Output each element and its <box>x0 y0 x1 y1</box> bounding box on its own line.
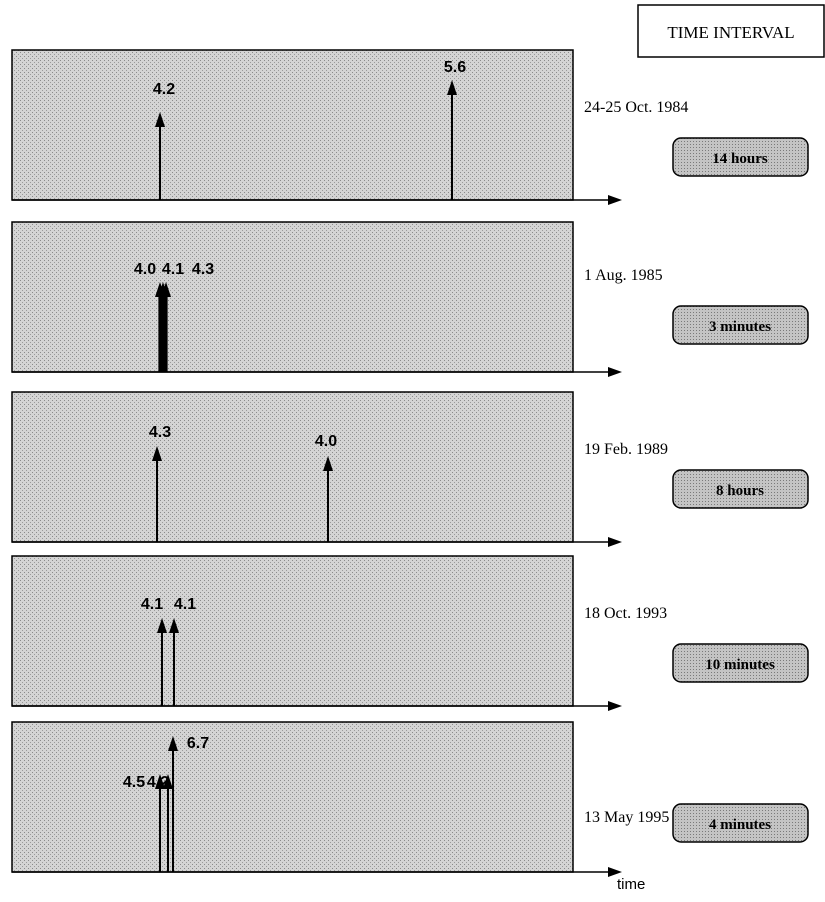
event-date: 19 Feb. 1989 <box>584 441 668 458</box>
magnitude-label: 4.0 <box>315 433 337 450</box>
axis-arrowhead-icon <box>608 701 622 711</box>
panel-background <box>11 555 574 707</box>
event-arrow <box>152 446 162 542</box>
magnitude-label: 4.5 <box>123 774 145 791</box>
event-arrow <box>323 456 333 542</box>
panels: 4.2 5.6 24-25 Oct. 1984 14 hours 4.0 4.1 4.3 1 … <box>11 49 809 877</box>
interval-box <box>672 305 809 345</box>
magnitude-label: 5.6 <box>444 59 466 76</box>
event-panel: 4.1 4.1 18 Oct. 1993 10 minutes <box>11 555 809 711</box>
event-date: 1 Aug. 1985 <box>584 267 663 284</box>
legend-title: TIME INTERVAL <box>667 23 794 42</box>
interval-box <box>672 469 809 509</box>
interval-box <box>672 803 809 843</box>
axis-arrowhead-icon <box>608 367 622 377</box>
magnitude-label: 4.3 <box>192 261 214 278</box>
magnitude-label: 6.7 <box>187 735 209 752</box>
interval-box <box>672 643 809 683</box>
panel-background <box>11 721 574 873</box>
interval-label: 10 minutes <box>705 657 775 673</box>
event-arrow <box>168 736 178 872</box>
magnitude-label: 4.1 <box>141 596 163 613</box>
magnitude-label: 4.1 <box>162 261 184 278</box>
event-panel: 4.3 4.0 19 Feb. 1989 8 hours <box>11 391 809 547</box>
interval-label: 3 minutes <box>709 319 771 335</box>
panel-background <box>11 391 574 543</box>
event-arrow <box>447 80 457 200</box>
event-arrow <box>155 112 165 200</box>
interval-label: 14 hours <box>712 151 768 167</box>
magnitude-label: 4.2 <box>153 81 175 98</box>
interval-label: 8 hours <box>716 483 764 499</box>
time-interval-legend: TIME INTERVAL <box>637 4 825 58</box>
event-date: 13 May 1995 <box>584 809 669 826</box>
axis-arrowhead-icon <box>608 537 622 547</box>
event-panel: 4.2 5.6 24-25 Oct. 1984 14 hours <box>11 49 809 205</box>
time-axis-label: time <box>617 876 645 893</box>
event-arrow <box>155 774 165 872</box>
magnitude-label: 4.2 <box>147 774 169 791</box>
event-arrow <box>161 282 171 372</box>
magnitude-label: 4.0 <box>134 261 156 278</box>
magnitude-label: 4.3 <box>149 424 171 441</box>
panel-background <box>11 49 574 201</box>
interval-label: 4 minutes <box>709 817 771 833</box>
event-date: 24-25 Oct. 1984 <box>584 99 688 116</box>
event-panel: 4.5 4.2 6.7 13 May 1995 4 minutes <box>11 721 809 877</box>
event-arrow <box>157 618 167 706</box>
magnitude-label: 4.1 <box>174 596 196 613</box>
panel-background <box>11 221 574 373</box>
event-arrow <box>169 618 179 706</box>
event-date: 18 Oct. 1993 <box>584 605 667 622</box>
interval-box <box>672 137 809 177</box>
event-panel: 4.0 4.1 4.3 1 Aug. 1985 3 minutes <box>11 221 809 377</box>
event-arrow <box>163 774 173 872</box>
axis-arrowhead-icon <box>608 195 622 205</box>
axis-arrowhead-icon <box>608 867 622 877</box>
